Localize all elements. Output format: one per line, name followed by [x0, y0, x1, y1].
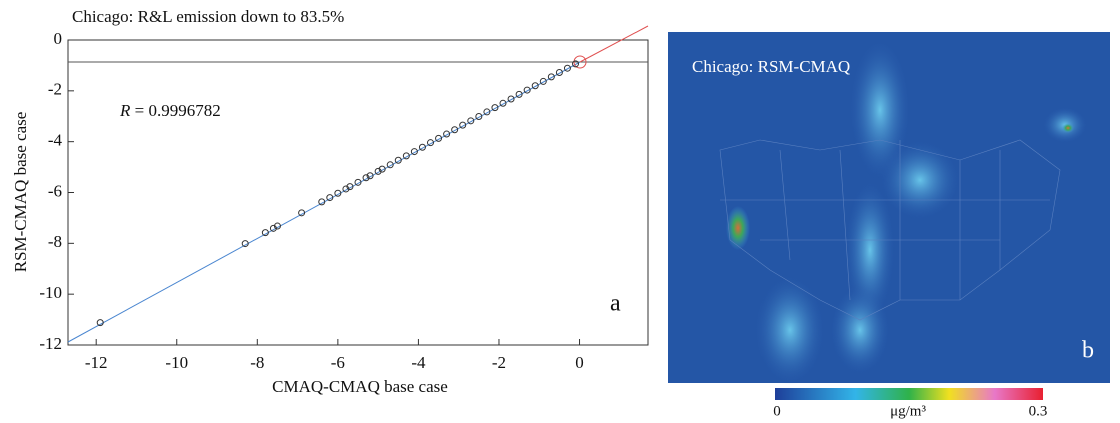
x-tick-label: -10	[165, 353, 188, 372]
point	[342, 185, 350, 193]
map-borders	[719, 139, 1061, 321]
point	[346, 183, 354, 191]
point	[241, 240, 249, 248]
point	[475, 113, 483, 121]
colorbar	[775, 388, 1043, 400]
x-tick-label: 0	[575, 353, 584, 372]
point	[427, 139, 434, 147]
point	[467, 117, 475, 125]
regression-line	[67, 61, 581, 343]
point	[318, 198, 326, 206]
point	[451, 126, 459, 134]
point	[366, 172, 374, 180]
point	[269, 224, 277, 232]
y-tick-label: -10	[39, 283, 62, 302]
point	[374, 167, 382, 175]
x-tick-label: -8	[250, 353, 264, 372]
point	[539, 77, 547, 85]
y-axis-title: RSM-CMAQ base case	[11, 112, 30, 273]
point	[326, 194, 334, 202]
y-tick-label: -2	[48, 80, 62, 99]
highlight-circle	[573, 55, 587, 69]
identity-line	[579, 25, 649, 63]
point	[273, 222, 281, 230]
y-tick-label: -4	[48, 131, 63, 150]
point	[507, 95, 515, 103]
y-tick-label: 0	[54, 29, 63, 48]
panel-label: a	[610, 291, 621, 317]
panel-label: b	[1082, 338, 1094, 364]
colorbar-max: 0.3	[1029, 403, 1048, 419]
map-title: Chicago: RSM-CMAQ	[692, 57, 850, 76]
point	[572, 60, 579, 68]
point	[378, 165, 386, 173]
point	[402, 152, 410, 160]
annotation-text: = 0.9996782	[135, 101, 221, 120]
point	[483, 108, 491, 116]
annotation-symbol: R	[119, 101, 131, 120]
point	[515, 90, 523, 98]
point	[531, 82, 539, 90]
point	[563, 64, 571, 72]
y-tick-label: -8	[48, 232, 62, 251]
point	[459, 121, 467, 129]
point	[443, 130, 451, 138]
point	[523, 86, 531, 94]
x-axis-title: CMAQ-CMAQ base case	[272, 377, 448, 396]
point	[418, 143, 426, 151]
colorbar-min: 0	[773, 403, 781, 419]
point	[354, 178, 362, 186]
y-tick-label: -6	[48, 181, 62, 200]
x-tick-label: -12	[85, 353, 108, 372]
x-tick-label: -6	[331, 353, 345, 372]
annotation: R = 0.9996782	[119, 101, 221, 120]
point	[435, 134, 443, 142]
plot-frame	[67, 39, 649, 346]
point	[386, 161, 394, 169]
x-tick-label: -2	[492, 353, 506, 372]
point	[410, 148, 418, 156]
point	[96, 319, 104, 327]
point	[334, 189, 342, 197]
chart-title: Chicago: R&L emission down to 83.5%	[72, 7, 344, 26]
point	[547, 73, 555, 81]
point	[499, 99, 507, 107]
point	[394, 156, 402, 164]
point	[261, 229, 269, 237]
point	[555, 69, 563, 77]
colorbar-unit: μg/m³	[890, 403, 926, 419]
point	[491, 104, 499, 112]
point	[298, 209, 306, 217]
point	[362, 174, 370, 182]
x-tick-label: -4	[411, 353, 426, 372]
y-tick-label: -12	[39, 334, 62, 353]
